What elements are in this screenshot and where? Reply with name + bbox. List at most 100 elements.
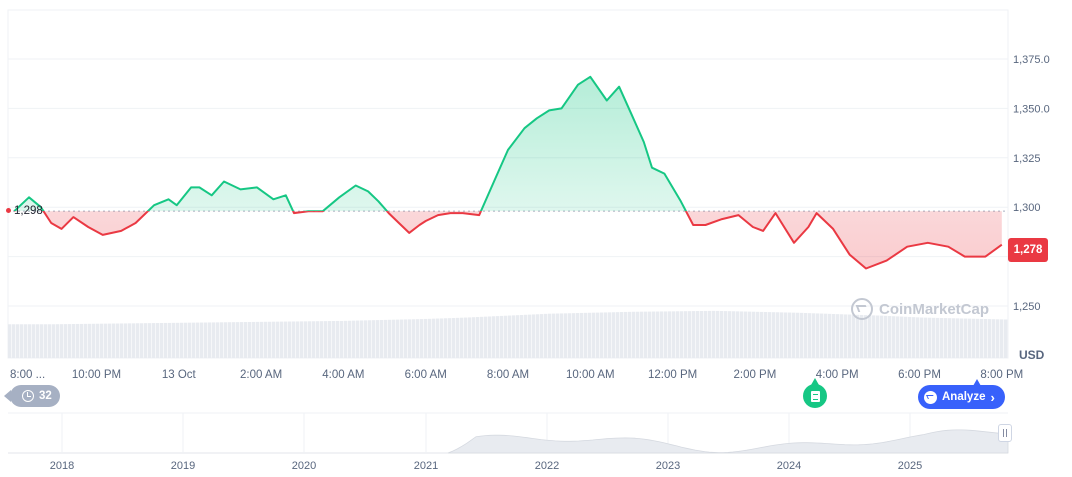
volume-bar xyxy=(548,313,552,358)
volume-bar xyxy=(28,324,32,358)
volume-bar xyxy=(796,312,800,358)
volume-bar xyxy=(428,318,432,358)
volume-bar xyxy=(88,323,92,358)
volume-bar xyxy=(432,318,436,358)
volume-bar xyxy=(764,312,768,358)
x-tick-label: 8:00 ... xyxy=(10,369,45,381)
volume-bar xyxy=(948,318,952,358)
volume-bar xyxy=(392,319,396,358)
volume-bar xyxy=(128,323,132,358)
volume-bar xyxy=(916,317,920,358)
volume-bar xyxy=(492,316,496,358)
volume-bar xyxy=(996,319,1000,358)
news-event-marker[interactable] xyxy=(803,378,827,408)
watermark-text: CoinMarketCap xyxy=(879,300,990,318)
x-tick-label: 8:00 PM xyxy=(980,369,1023,381)
current-price-badge: 1,278 xyxy=(1008,238,1048,262)
navigator-drag-handle[interactable] xyxy=(998,424,1012,442)
volume-bar xyxy=(624,311,628,358)
volume-bar xyxy=(436,318,440,358)
volume-bar xyxy=(336,320,340,358)
navigator-year-label: 2021 xyxy=(414,460,438,472)
volume-bar xyxy=(300,321,304,358)
volume-bar xyxy=(500,315,504,358)
volume-bar xyxy=(740,311,744,358)
volume-bar xyxy=(272,321,276,358)
volume-bar xyxy=(980,318,984,358)
volume-bar xyxy=(324,321,328,358)
volume-bar xyxy=(136,323,140,358)
range-navigator[interactable]: 2018 2019 2020 2021 2022 2023 2024 2025 xyxy=(8,412,1009,472)
volume-bar xyxy=(660,311,664,358)
analyze-button[interactable]: Analyze › xyxy=(918,379,1005,409)
volume-bar xyxy=(536,314,540,358)
navigator-history-area xyxy=(447,429,1009,454)
volume-bar xyxy=(20,324,24,358)
volume-bar xyxy=(804,313,808,358)
volume-bar xyxy=(108,323,112,358)
volume-bar xyxy=(496,316,500,358)
y-tick-label: 1,250 xyxy=(1013,301,1041,313)
volume-bar xyxy=(580,312,584,358)
volume-bar xyxy=(488,316,492,358)
volume-bar xyxy=(276,321,280,358)
analyze-logo-icon xyxy=(924,390,937,404)
volume-bar xyxy=(176,322,180,358)
volume-bar xyxy=(264,321,268,358)
analyze-label: Analyze xyxy=(942,391,986,403)
volume-bar xyxy=(992,319,996,358)
events-count: 32 xyxy=(39,390,52,402)
volume-bar xyxy=(544,313,548,358)
events-counter-button[interactable]: 32 xyxy=(4,385,60,407)
volume-bar xyxy=(912,317,916,358)
volume-bar xyxy=(248,321,252,358)
volume-bar xyxy=(896,316,900,358)
volume-bar xyxy=(680,311,684,358)
volume-bar xyxy=(316,321,320,358)
volume-bar xyxy=(340,320,344,358)
volume-bar xyxy=(908,316,912,358)
volume-bar xyxy=(520,314,524,358)
volume-bar xyxy=(72,324,76,358)
volume-bar xyxy=(688,311,692,358)
volume-bar xyxy=(256,321,260,358)
volume-bar xyxy=(692,311,696,358)
volume-bar xyxy=(604,312,608,358)
volume-bar xyxy=(352,320,356,358)
volume-bar xyxy=(448,318,452,358)
volume-bar xyxy=(648,311,652,358)
volume-bar xyxy=(684,311,688,358)
volume-bar xyxy=(512,315,516,358)
volume-bar xyxy=(48,324,52,358)
volume-bar xyxy=(364,320,368,358)
volume-bar xyxy=(932,317,936,358)
volume-bar xyxy=(376,320,380,358)
volume-bar xyxy=(728,311,732,358)
volume-bar xyxy=(560,313,564,358)
volume-bar xyxy=(824,313,828,358)
volume-bar xyxy=(664,311,668,358)
volume-bar xyxy=(84,323,88,358)
volume-bar xyxy=(812,313,816,358)
volume-bar xyxy=(516,315,520,358)
currency-unit: USD xyxy=(1019,348,1045,362)
volume-bar xyxy=(204,322,208,358)
volume-bar xyxy=(656,311,660,358)
volume-bar xyxy=(260,321,264,358)
start-price-label: 1,298 xyxy=(14,205,43,217)
volume-bar xyxy=(120,323,124,358)
volume-bar xyxy=(40,324,44,358)
navigator-year-label: 2019 xyxy=(171,460,195,472)
volume-bar xyxy=(788,312,792,358)
volume-bar xyxy=(636,311,640,358)
document-icon xyxy=(810,390,820,402)
volume-bar xyxy=(460,317,464,358)
volume-bar xyxy=(748,311,752,358)
volume-bar xyxy=(32,324,36,358)
volume-bar xyxy=(984,319,988,358)
volume-bar xyxy=(700,310,704,358)
volume-bar xyxy=(668,311,672,358)
volume-bar xyxy=(484,316,488,358)
volume-bar xyxy=(8,324,12,358)
